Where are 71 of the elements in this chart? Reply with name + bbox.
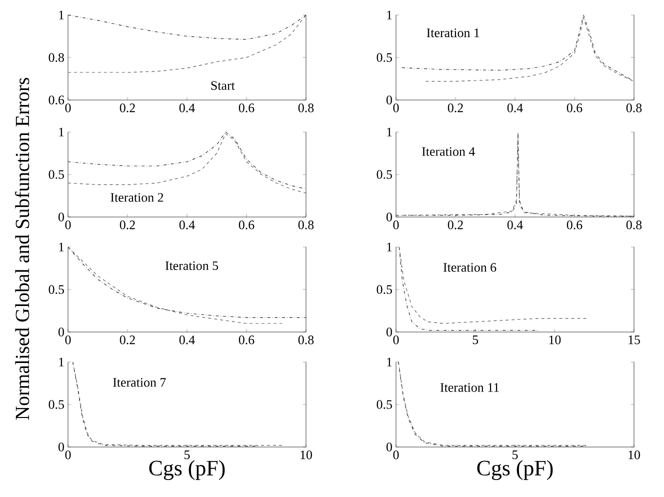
y-axis-title: Normalised Global and Subfunction Errors [14,78,30,420]
x-tick-label: 0.8 [626,104,642,112]
y-tick-label: 0.5 [376,170,392,179]
y-tick-label: 1 [387,242,392,252]
x-tick-label: 10 [300,450,312,460]
y-tick-label: 1 [387,358,392,366]
x-tick-label: 0.8 [298,104,314,112]
x-tick-label: 10 [628,450,640,460]
y-tick-label: 0 [386,212,392,222]
x-tick-label: 0.6 [566,104,582,112]
x-tick-label: 0.2 [448,104,463,112]
x-tick-label: 0.8 [626,220,642,230]
x-tick-label: 0.4 [179,104,195,112]
x-tick-label: 0 [65,220,71,230]
x-tick-label: 0.6 [238,336,254,344]
annotation: Iteration 5 [165,261,218,270]
x-tick-label: 0.2 [448,220,463,230]
y-tick-label: 1 [59,10,64,20]
x-tick-label: 0 [65,450,71,460]
x-tick-label: 0.6 [238,104,254,112]
y-tick-label: 1 [59,128,64,136]
x-tick-label: 0.4 [507,104,523,112]
x-tick-label: 0.2 [120,104,135,112]
x-tick-label: 0.6 [566,220,582,230]
y-tick-label: 0.6 [48,96,64,104]
x-tick-label: 0 [393,450,399,460]
y-tick-label: 0 [58,212,64,222]
y-tick-label: 0.5 [48,400,64,409]
y-tick-label: 0.5 [376,285,392,294]
x-tick-label: 10 [549,336,561,344]
x-axis-title: Cgs (pF) [149,460,225,480]
y-tick-label: 1 [59,242,64,252]
annotation: Iteration 4 [422,147,475,156]
y-tick-label: 0 [386,328,392,336]
y-tick-label: 0 [386,96,392,104]
x-tick-label: 15 [628,336,640,344]
y-tick-label: 0 [58,442,64,452]
y-tick-label: 0.5 [376,53,392,62]
y-tick-label: 0.5 [376,400,392,409]
x-axis-title: Cgs (pF) [477,460,553,480]
x-tick-label: 0.4 [179,220,195,230]
x-tick-label: 0 [393,220,399,230]
annotation: Iteration 6 [443,263,496,272]
x-tick-label: 0.4 [507,220,523,230]
y-tick-label: 1 [59,358,64,366]
y-tick-label: 0 [386,442,392,452]
y-tick-label: 0.5 [48,285,64,294]
x-tick-label: 0.8 [298,336,314,344]
x-tick-label: 0.2 [120,220,135,230]
y-tick-label: 1 [387,128,392,136]
y-tick-label: 0.5 [48,170,64,179]
x-tick-label: 5 [472,336,478,344]
x-tick-label: 0 [393,104,399,112]
y-tick-label: 1 [387,10,392,20]
x-tick-label: 5 [512,450,518,460]
annotation: Start [211,81,235,90]
x-tick-label: 0.2 [120,336,135,344]
x-tick-label: 5 [184,450,190,460]
x-tick-label: 0.8 [298,220,314,230]
x-tick-label: 0 [65,336,71,344]
annotation: Iteration 1 [426,28,480,38]
y-tick-label: 0 [58,328,64,336]
annotation: Iteration 7 [113,378,166,387]
annotation: Iteration 11 [440,383,499,392]
x-tick-label: 0.4 [179,336,195,344]
y-tick-label: 0.8 [48,53,64,62]
x-tick-label: 0 [65,104,71,112]
x-tick-label: 0 [393,336,399,344]
annotation: Iteration 2 [110,193,164,202]
line-series [68,14,306,40]
x-tick-label: 0.6 [238,220,254,230]
